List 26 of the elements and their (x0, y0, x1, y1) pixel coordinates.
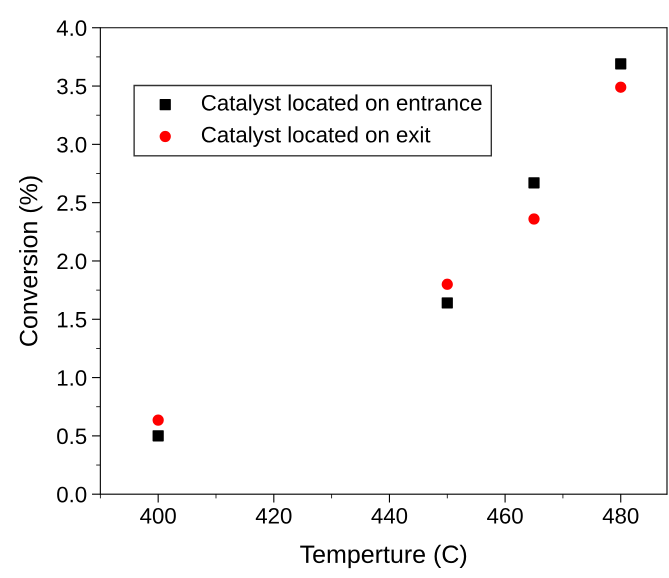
x-tick-label: 460 (487, 508, 523, 524)
x-tick-label: 400 (140, 508, 176, 524)
y-tick-label: 0.5 (57, 428, 86, 444)
point (615, 82, 626, 93)
y-tick-label: 3.0 (57, 136, 86, 153)
y-tick-label: 3.5 (57, 78, 86, 94)
x-tick-label: 480 (602, 508, 638, 524)
x-tick-label: 440 (371, 508, 408, 524)
legend-label: Catalyst located on entrance (202, 94, 482, 116)
x-tick-label: 420 (256, 508, 292, 524)
point (528, 213, 540, 225)
point (152, 414, 164, 426)
point (442, 278, 453, 290)
y-tick-label: 2.5 (57, 195, 86, 211)
y-tick-label: 1.5 (58, 312, 86, 328)
point (528, 177, 540, 188)
y-tick-label: 2.0 (57, 254, 86, 270)
y-tick-label: 1.0 (58, 370, 86, 386)
legend-label: Catalyst located on exit (202, 126, 430, 147)
point (615, 58, 626, 70)
x-axis-title: Temperture (C) (300, 544, 466, 568)
y-tick-label: 0.0 (57, 486, 86, 502)
point (442, 297, 453, 309)
point (152, 430, 164, 442)
y-axis-title: Conversion (%) (19, 176, 42, 346)
y-tick-label: 4.0 (56, 20, 86, 36)
